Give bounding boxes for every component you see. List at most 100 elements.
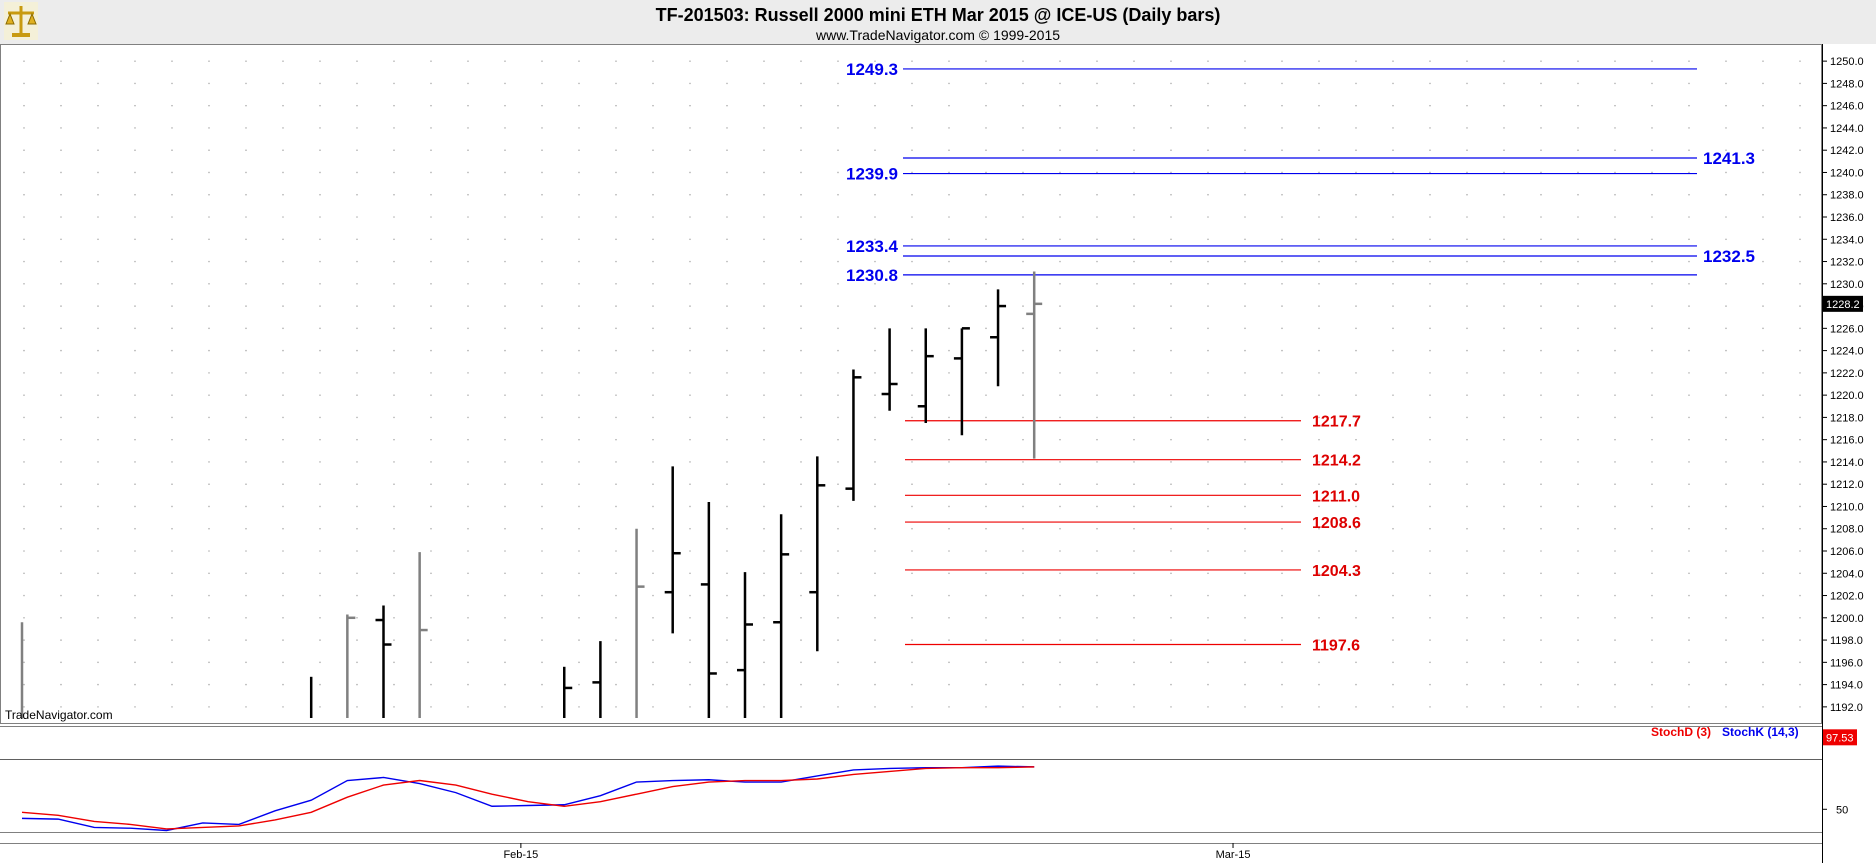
- stoch-last-box: [1823, 729, 1857, 746]
- grid-dot: [874, 661, 876, 664]
- grid-dot: [615, 461, 617, 463]
- grid-dot: [1540, 394, 1542, 396]
- grid-dot: [1022, 639, 1024, 641]
- grid-dot: [1540, 594, 1542, 597]
- grid-dot: [208, 305, 210, 307]
- grid-dot: [319, 372, 321, 374]
- grid-dot: [208, 260, 210, 263]
- grid-dot: [726, 683, 728, 686]
- grid-dot: [948, 238, 950, 241]
- grid-dot: [837, 60, 839, 62]
- price-tick-label: 1198.0: [1830, 635, 1863, 647]
- grid-dot: [763, 372, 765, 374]
- grid-dot: [282, 260, 284, 263]
- grid-dot: [430, 60, 432, 62]
- grid-dot: [1059, 550, 1061, 552]
- grid-dot: [504, 327, 506, 330]
- grid-dot: [1614, 550, 1616, 552]
- grid-dot: [1244, 572, 1246, 575]
- grid-dot: [985, 527, 987, 530]
- grid-dot: [541, 550, 543, 552]
- grid-dot: [800, 617, 802, 619]
- grid-dot: [652, 149, 654, 151]
- grid-dot: [1355, 639, 1357, 641]
- grid-dot: [134, 327, 136, 330]
- grid-dot: [1207, 193, 1209, 196]
- grid-dot: [1355, 283, 1357, 285]
- grid-dot: [1133, 149, 1135, 151]
- grid-dot: [60, 193, 62, 196]
- grid-dot: [1207, 438, 1209, 441]
- grid-dot: [652, 60, 654, 62]
- grid-dot: [1466, 372, 1468, 374]
- grid-dot: [652, 527, 654, 530]
- grid-dot: [837, 438, 839, 441]
- grid-dot: [1392, 683, 1394, 686]
- grid-dot: [726, 617, 728, 619]
- grid-dot: [615, 550, 617, 552]
- grid-dot: [689, 661, 691, 664]
- grid-dot: [1799, 661, 1801, 664]
- grid-dot: [319, 550, 321, 552]
- grid-dot: [615, 527, 617, 530]
- grid-dot: [208, 394, 210, 396]
- grid-dot: [874, 171, 876, 174]
- grid-dot: [1059, 505, 1061, 508]
- grid-dot: [1614, 127, 1616, 129]
- grid-dot: [1614, 60, 1616, 62]
- grid-dot: [578, 349, 580, 352]
- grid-dot: [97, 438, 99, 441]
- grid-dot: [356, 416, 358, 419]
- grid-dot: [1688, 461, 1690, 463]
- grid-dot: [726, 60, 728, 62]
- grid-dot: [1244, 82, 1246, 85]
- grid-dot: [1133, 104, 1135, 107]
- grid-dot: [1540, 617, 1542, 619]
- grid-dot: [1540, 438, 1542, 441]
- grid-dot: [1133, 305, 1135, 307]
- grid-dot: [1207, 171, 1209, 174]
- grid-dot: [689, 461, 691, 463]
- grid-dot: [1022, 327, 1024, 330]
- grid-dot: [615, 349, 617, 352]
- grid-dot: [504, 349, 506, 352]
- grid-dot: [60, 505, 62, 508]
- grid-dot: [245, 149, 247, 151]
- grid-dot: [1466, 349, 1468, 352]
- grid-dot: [578, 327, 580, 330]
- grid-dot: [282, 283, 284, 285]
- grid-dot: [615, 327, 617, 330]
- grid-dot: [615, 171, 617, 174]
- grid-dot: [578, 149, 580, 151]
- grid-dot: [726, 216, 728, 218]
- grid-dot: [800, 82, 802, 85]
- grid-dot: [911, 438, 913, 441]
- grid-dot: [245, 60, 247, 62]
- grid-dot: [578, 572, 580, 575]
- grid-dot: [1688, 550, 1690, 552]
- grid-dot: [393, 283, 395, 285]
- grid-dot: [1577, 127, 1579, 129]
- grid-dot: [208, 505, 210, 508]
- grid-dot: [1355, 327, 1357, 330]
- grid-dot: [97, 260, 99, 263]
- grid-dot: [1133, 372, 1135, 374]
- grid-dot: [245, 283, 247, 285]
- grid-dot: [1466, 661, 1468, 664]
- grid-dot: [800, 706, 802, 708]
- grid-dot: [1799, 372, 1801, 374]
- grid-dot: [1725, 127, 1727, 129]
- grid-dot: [985, 683, 987, 686]
- grid-dot: [504, 483, 506, 486]
- grid-dot: [1170, 461, 1172, 463]
- grid-dot: [1170, 149, 1172, 151]
- grid-dot: [1096, 438, 1098, 441]
- grid-dot: [874, 706, 876, 708]
- grid-dot: [430, 461, 432, 463]
- grid-dot: [578, 438, 580, 441]
- grid-dot: [208, 372, 210, 374]
- price-bar: [664, 466, 681, 634]
- grid-dot: [948, 438, 950, 441]
- grid-dot: [1466, 104, 1468, 107]
- price-bar: [592, 641, 602, 718]
